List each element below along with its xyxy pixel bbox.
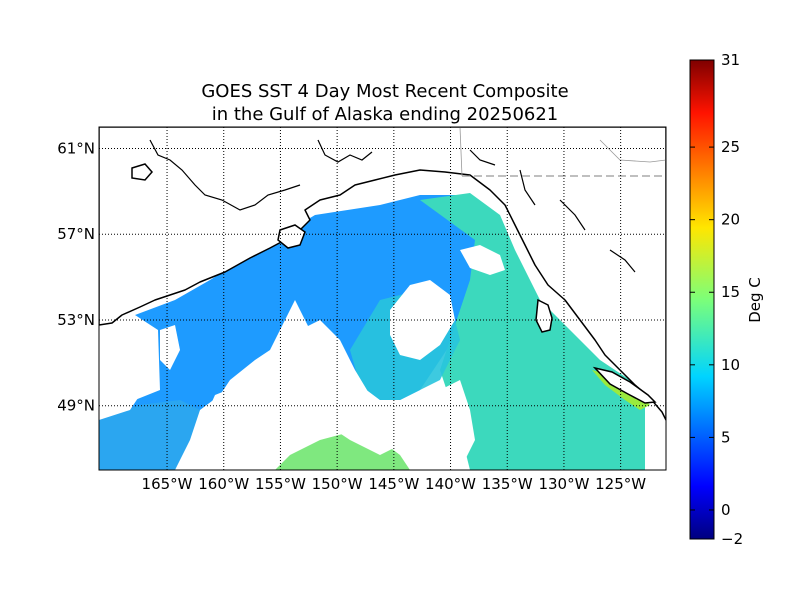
longitude-tick-label: 140°W — [425, 475, 476, 493]
latitude-tick-label: 49°N — [57, 397, 95, 415]
longitude-tick-label: 155°W — [255, 475, 306, 493]
map-frame-border — [98, 126, 667, 471]
colorbar-tick-label: 10 — [721, 356, 740, 374]
latitude-tick-label: 61°N — [57, 139, 95, 157]
longitude-tick-label: 135°W — [482, 475, 533, 493]
title-line-2: in the Gulf of Alaska ending 20250621 — [211, 104, 559, 125]
land-haida-gwaii — [535, 298, 553, 333]
title-line-1: GOES SST 4 Day Most Recent Composite — [201, 81, 569, 102]
land-vancouver-island — [592, 366, 657, 404]
colorbar-tick-label: 25 — [721, 138, 740, 156]
colorbar-tick-label: −2 — [721, 530, 743, 548]
colorbar-label: Deg C — [746, 277, 764, 323]
longitude-labels: 165°W 160°W 155°W 150°W 145°W 140°W 135°W 130°W… — [142, 475, 647, 493]
latitude-labels: 61°N 57°N 53°N 49°N — [57, 139, 95, 414]
longitude-tick-label: 145°W — [368, 475, 419, 493]
land-kodiak — [277, 224, 306, 249]
latitude-tick-label: 53°N — [57, 311, 95, 329]
colorbar-tick-label: 0 — [721, 501, 731, 519]
longitude-tick-label: 165°W — [142, 475, 193, 493]
sst-field-southwest — [99, 400, 200, 470]
cloud-gap-2 — [390, 280, 455, 360]
colorbar-ticks: 31 25 20 15 10 5 0 −2 — [690, 51, 743, 548]
colorbar-tick-label: 31 — [721, 51, 740, 69]
cloud-gap-3 — [460, 245, 505, 275]
gridlines — [99, 127, 666, 470]
sst-field-western — [99, 195, 480, 470]
longitude-tick-label: 125°W — [595, 475, 646, 493]
map-title: GOES SST 4 Day Most Recent Composite in … — [100, 80, 670, 126]
land-coast-detail — [149, 139, 636, 273]
colorbar — [689, 59, 715, 540]
cloud-gap-4 — [190, 385, 280, 470]
longitude-tick-label: 150°W — [312, 475, 363, 493]
colorbar-tick-label: 5 — [721, 428, 731, 446]
longitude-tick-label: 160°W — [198, 475, 249, 493]
land-alaska — [99, 127, 666, 421]
political-border-thin — [459, 127, 666, 177]
cloud-gap-5 — [160, 325, 180, 370]
cloud-gap-6 — [99, 385, 140, 420]
latitude-tick-label: 57°N — [57, 225, 95, 243]
cloud-gap-7 — [425, 380, 475, 470]
colorbar-tick-label: 15 — [721, 283, 740, 301]
colorbar-tick-label: 20 — [721, 211, 740, 229]
longitude-tick-label: 130°W — [538, 475, 589, 493]
cloud-gap-1 — [285, 320, 400, 455]
land-island-west — [131, 163, 153, 181]
map-content — [99, 127, 666, 470]
